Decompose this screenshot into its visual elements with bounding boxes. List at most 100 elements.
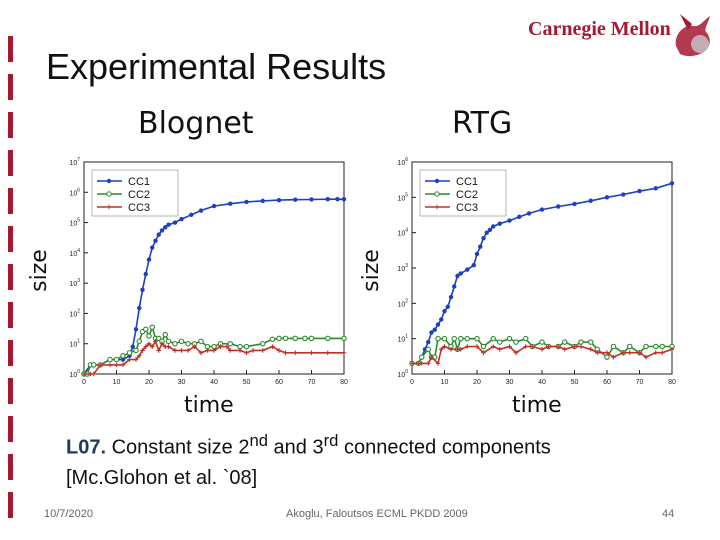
blognet-title: Blognet	[138, 106, 254, 141]
data-point-cc1	[341, 197, 347, 202]
data-point-cc2	[120, 353, 126, 359]
data-point-cc1	[276, 197, 282, 203]
x-tick-label: 20	[145, 379, 153, 386]
data-point-cc2	[513, 339, 519, 345]
data-point-cc2	[172, 340, 178, 347]
data-point-cc2	[276, 335, 282, 342]
x-tick-label: 10	[441, 379, 449, 386]
data-point-cc1	[442, 308, 447, 314]
data-point-cc3	[166, 344, 171, 349]
x-tick-label: 60	[275, 379, 283, 386]
data-point-cc1	[172, 220, 178, 225]
data-point-cc1	[211, 203, 217, 209]
y-tick-label: 101	[69, 339, 80, 349]
data-point-cc1	[189, 212, 194, 218]
x-tick-label: 40	[538, 379, 546, 386]
data-point-cc3	[578, 344, 584, 349]
data-point-cc1	[432, 327, 437, 332]
blognet-chart: 100 101 102 103 104 105 106 107 0 10 20 30 40 50 60 70 8…	[69, 157, 348, 386]
data-point-cc3	[611, 354, 616, 360]
y-tick-label: 106	[397, 157, 408, 167]
legend-marker	[434, 178, 440, 184]
data-point-cc2	[523, 335, 529, 342]
data-point-cc2	[149, 324, 156, 330]
data-point-cc1	[458, 271, 463, 276]
data-point-cc1	[146, 257, 152, 262]
data-point-cc3	[448, 347, 454, 352]
data-point-cc3	[292, 350, 298, 356]
data-point-cc3	[497, 347, 503, 352]
data-point-cc3	[529, 344, 535, 349]
data-point-cc1	[130, 344, 135, 349]
y-tick-label: 106	[69, 187, 80, 197]
data-point-cc1	[293, 197, 298, 202]
data-point-cc3	[425, 361, 431, 366]
legend-label-cc1: CC1	[128, 176, 150, 188]
footer-page-number: 44	[662, 508, 675, 520]
data-point-cc1	[198, 208, 204, 213]
data-point-cc3	[172, 348, 178, 353]
data-point-cc1	[452, 284, 457, 289]
data-point-cc2	[136, 338, 143, 345]
data-point-cc3	[153, 339, 158, 344]
series-line-cc3	[84, 339, 344, 375]
data-point-cc1	[604, 195, 610, 200]
legend-marker	[434, 191, 440, 197]
data-point-cc2	[107, 356, 113, 363]
data-point-cc1	[487, 227, 493, 233]
data-point-cc2	[292, 335, 299, 342]
data-point-cc2	[652, 343, 659, 350]
data-point-cc3	[523, 344, 529, 349]
data-point-cc2	[604, 354, 610, 360]
data-point-cc3	[309, 350, 314, 356]
data-point-cc3	[442, 344, 447, 349]
data-point-cc2	[627, 343, 633, 350]
data-point-cc2	[578, 339, 584, 345]
data-point-cc1	[484, 230, 489, 235]
data-point-cc3	[136, 353, 142, 359]
data-point-cc2	[474, 335, 480, 342]
data-point-cc2	[464, 335, 471, 342]
y-tick-label: 103	[69, 278, 80, 288]
data-point-cc2	[133, 347, 139, 354]
data-point-cc2	[146, 333, 152, 339]
data-point-cc3	[588, 347, 594, 352]
data-point-cc3	[81, 371, 87, 377]
data-point-cc1	[539, 207, 545, 212]
data-point-cc1	[244, 199, 249, 205]
caption-ref: L07.	[66, 436, 107, 459]
data-point-cc3	[244, 350, 249, 356]
rtg-y-label: size	[358, 249, 384, 292]
data-point-cc1	[448, 294, 454, 300]
data-point-cc2	[562, 339, 568, 345]
x-tick-label: 50	[571, 379, 579, 386]
y-tick-label: 101	[397, 334, 408, 344]
data-point-cc3	[227, 348, 233, 353]
data-point-cc3	[133, 357, 139, 362]
left-accent-bar	[8, 36, 13, 520]
x-tick-label: 60	[603, 379, 611, 386]
dragon-icon	[675, 14, 710, 57]
data-point-cc1	[507, 218, 512, 223]
data-point-cc3	[627, 350, 633, 356]
data-point-cc1	[309, 197, 314, 202]
data-point-cc1	[120, 357, 126, 362]
legend-marker	[106, 191, 112, 197]
data-point-cc3	[250, 348, 256, 353]
rtg-x-label: time	[512, 393, 562, 418]
data-point-cc1	[335, 197, 340, 202]
data-point-cc1	[150, 245, 155, 250]
data-point-cc3	[643, 354, 649, 360]
data-point-cc2	[480, 343, 487, 350]
data-point-cc1	[133, 327, 139, 332]
data-point-cc3	[539, 347, 545, 352]
data-point-cc3	[114, 362, 119, 368]
y-tick-label: 104	[397, 228, 408, 238]
rtg-chart: 100 101 102 103 104 105 106 0 10 20 30 40 50 60 70 80 CC…	[397, 157, 676, 386]
data-point-cc3	[435, 361, 441, 366]
data-point-cc2	[165, 338, 172, 345]
legend-label-cc3: CC3	[456, 202, 478, 214]
data-point-cc3	[120, 362, 126, 368]
data-point-cc1	[481, 235, 486, 241]
data-point-cc1	[228, 201, 233, 206]
